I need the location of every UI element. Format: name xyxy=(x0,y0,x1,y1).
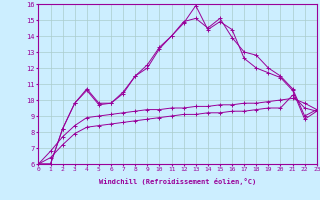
X-axis label: Windchill (Refroidissement éolien,°C): Windchill (Refroidissement éolien,°C) xyxy=(99,178,256,185)
